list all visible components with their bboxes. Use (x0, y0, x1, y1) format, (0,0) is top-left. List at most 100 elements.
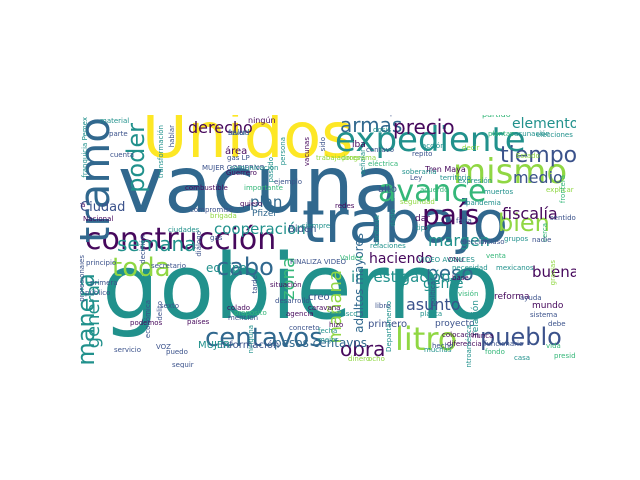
word-dado: dado (389, 209, 397, 227)
word-margen: margen (428, 231, 490, 250)
word-haciendo: haciendo (369, 251, 433, 267)
word-pueblo: pueblo (480, 323, 562, 351)
word-tabasco: tabasco (330, 310, 358, 318)
word-importante: importante (244, 184, 283, 192)
word-proposito: propósito (234, 309, 267, 317)
word-cloud: gobierno vacuna Unidos construcción trabajo e… (80, 115, 576, 368)
word-politica: política (429, 281, 437, 307)
word-publico: público (85, 289, 111, 297)
word-programa: programa (342, 154, 377, 162)
word-gas-lp: gas LP (227, 154, 250, 162)
word-reforma: reforma (494, 292, 530, 302)
word-debe: debe (548, 320, 566, 328)
word-video-avances: VIDEO AVANCES (418, 256, 475, 264)
word-combustible: combustible (185, 184, 228, 192)
word-salud: salud (228, 128, 250, 137)
word-investigacion: investigación (351, 268, 451, 286)
word-presidente: presidente (554, 352, 576, 360)
word-seguir: seguir (172, 361, 194, 369)
word-colado: colado (227, 304, 251, 312)
word-fiscalia: fiscalía (502, 204, 558, 223)
word-desarrollo: desarrollo (275, 297, 310, 305)
word-hizo: hizo (329, 321, 344, 329)
word-plantas: plantas (488, 130, 514, 138)
word-gente: gente (423, 276, 464, 292)
word-mujer: MUJER (198, 340, 231, 351)
word-asunto: asunto (406, 295, 461, 314)
word-soberania: soberanía (402, 168, 437, 176)
word-brigada: brigada (210, 212, 237, 220)
word-hecho: hecho (432, 342, 454, 350)
word-nadie: nadie (532, 236, 552, 244)
word-primera: primera (90, 279, 118, 287)
word-expediente: expediente (335, 120, 526, 160)
word-centavo: centavo (366, 146, 395, 154)
word-profesionales: profesionales (80, 255, 86, 302)
word-mujer-gobierno: MUJER GOBIERNO (202, 164, 265, 172)
word-situacion: situación (270, 281, 302, 289)
word-pais: país (422, 198, 480, 231)
word-tipo: tipo (416, 224, 430, 232)
word-partido: partido (482, 115, 511, 119)
word-gobierno: gobierno (102, 235, 500, 340)
word-gracias: gracias (549, 260, 557, 286)
word-agencia: agencia (286, 310, 314, 318)
word-sido: sido (319, 137, 327, 152)
word-siempre: siempre (302, 222, 331, 230)
word-vision: visión (458, 290, 479, 298)
word-toda: toda (112, 253, 171, 283)
word-buena: buena (532, 263, 576, 281)
word-dosis: dosis (373, 126, 391, 134)
word-dialogo: diálogo (195, 231, 203, 257)
word-falta: falta (456, 217, 472, 225)
word-estado: Estado (516, 152, 540, 160)
word-eleccion: elección (460, 238, 489, 246)
word-delito: delito (156, 301, 164, 321)
word-trabajadores: trabajadores (316, 154, 361, 162)
word-fecha: fecha (318, 327, 338, 335)
word-transformacion: transformación (157, 125, 165, 179)
word-relaciones: relaciones (370, 242, 406, 250)
word-ley: Ley (410, 174, 423, 182)
word-mundo: mundo (532, 301, 564, 311)
word-base: base (452, 274, 469, 282)
word-tren-maya: Tren Maya (425, 165, 466, 174)
word-centroamerica: Centroamérica (465, 325, 473, 368)
word-construccion: construcción (85, 222, 277, 257)
word-paises: países (187, 318, 210, 326)
word-seguridad: seguridad (400, 198, 435, 206)
word-iba: iba (352, 140, 366, 150)
word-secretario: secretario (151, 262, 186, 270)
word-colocacion: colocación (442, 331, 480, 339)
word-derecho: derecho (188, 118, 253, 137)
word-unidos: Unidos (142, 115, 354, 172)
word-repito: repito (412, 150, 433, 158)
word-necesidad: necesidad (452, 264, 488, 272)
word-venta: venta (486, 252, 506, 260)
word-principio: principio (86, 259, 117, 267)
word-quiero: quiero (240, 200, 263, 208)
word-dar: dar (415, 214, 430, 224)
word-franquicia-pemex: franquicia Pemex (81, 117, 89, 178)
word-proyecto: proyecto (435, 319, 475, 329)
word-fondo: fondo (485, 348, 505, 356)
word-cara: cara (80, 201, 86, 209)
word-libre: libre (375, 302, 391, 310)
word-material: material (100, 117, 130, 125)
word-mismo: mismo (453, 152, 568, 192)
word-servicio: servicio (114, 346, 141, 354)
word-sistema: sistema (530, 311, 558, 319)
word-ocho: ocho (368, 355, 385, 363)
word-onu: ONU (448, 256, 464, 264)
word-grupos: grupos (504, 235, 529, 243)
word-trabajo: trabajo (302, 188, 509, 256)
word-favor: favor (228, 129, 247, 137)
word-bien: bien (498, 209, 550, 237)
word-mexicanos: mexicanos (496, 264, 534, 272)
word-cooperacion: cooperación (214, 220, 306, 238)
word-pasado: pasado (267, 157, 275, 183)
word-hablar: hablar (168, 125, 176, 148)
word-vacunacion: vacunación (510, 130, 550, 138)
word-vacunas: vacunas (303, 137, 311, 167)
word-primero: primero (368, 319, 408, 330)
